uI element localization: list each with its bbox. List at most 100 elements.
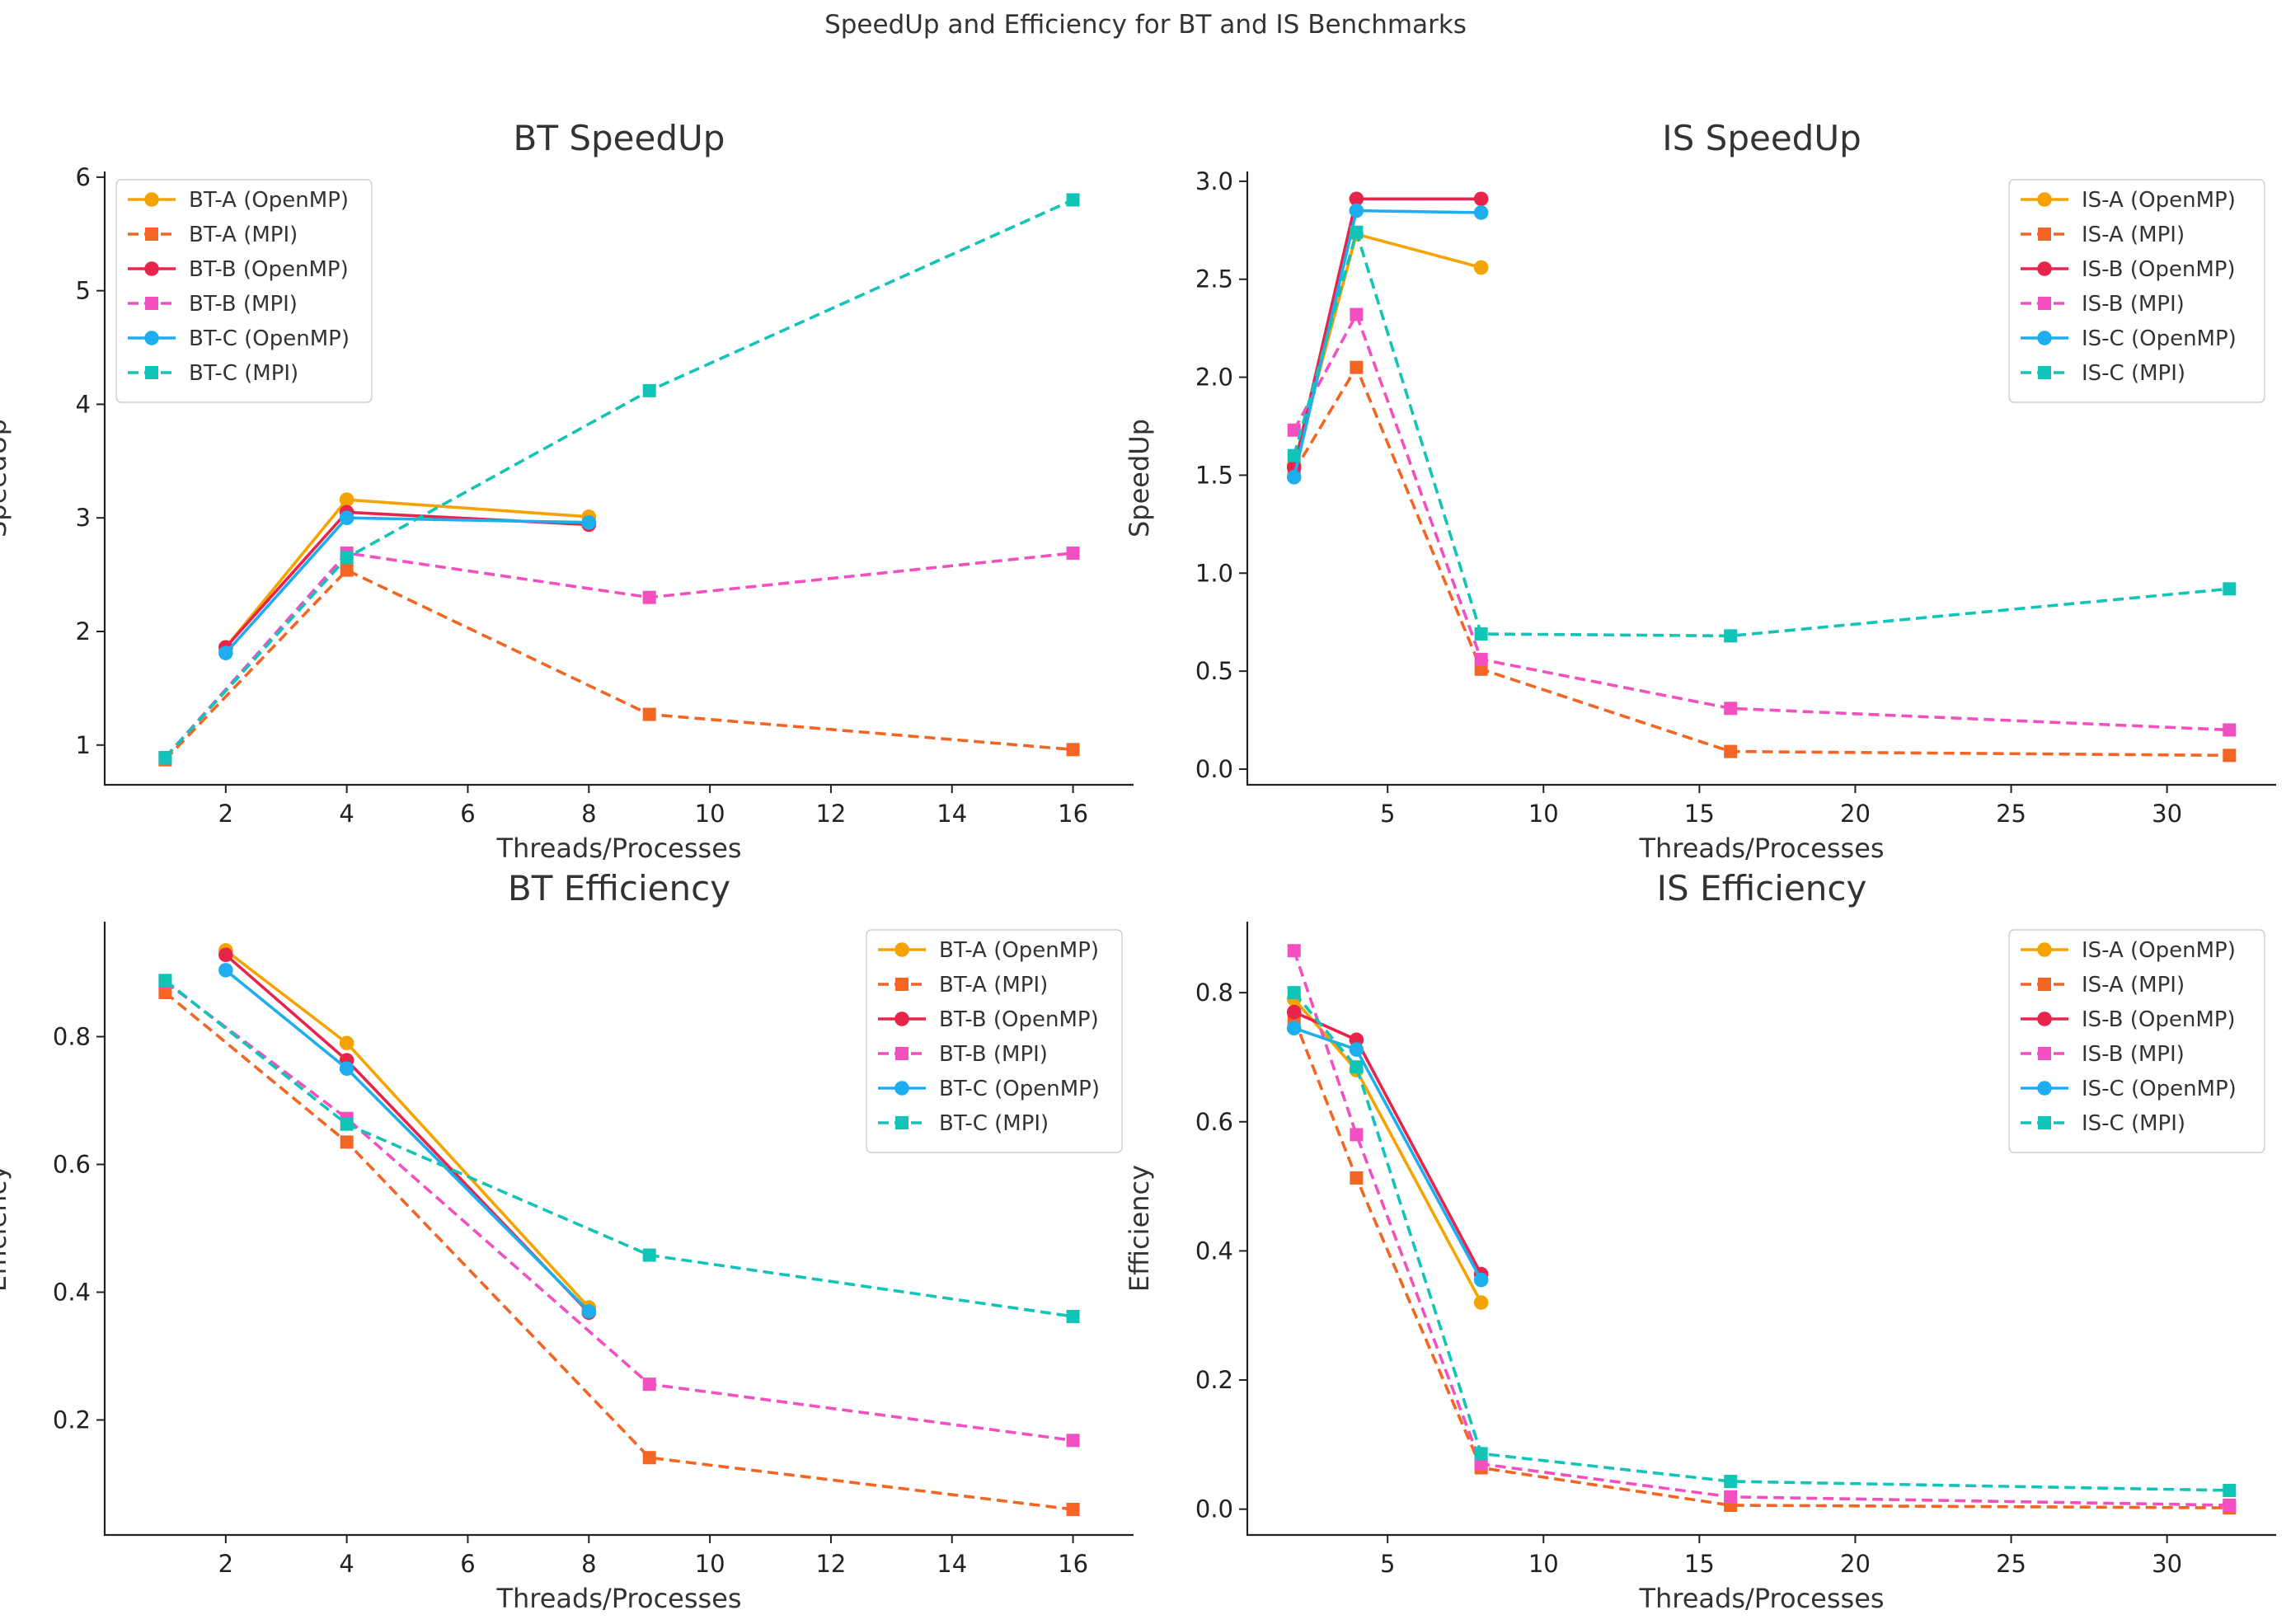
series-IS-C (OpenMP) [1286, 1021, 1489, 1288]
data-point [1350, 1128, 1364, 1142]
data-point [1724, 1490, 1738, 1504]
data-point [2223, 723, 2237, 737]
data-point [340, 563, 354, 577]
data-point [1349, 203, 1364, 218]
x-axis-label: Threads/Processes [495, 833, 741, 864]
y-tick-label: 1.5 [1195, 461, 1233, 489]
legend-label: BT-A (MPI) [939, 973, 1048, 997]
x-tick-label: 6 [460, 800, 475, 828]
data-point [1473, 1272, 1489, 1288]
data-point [1287, 944, 1301, 958]
data-point [340, 551, 354, 565]
data-point [581, 1303, 597, 1319]
y-tick-label: 0.2 [1195, 1366, 1233, 1394]
legend: IS-A (OpenMP) IS-A (MPI) IS-B (OpenMP) IS-B… [2008, 179, 2265, 403]
figure-title: SpeedUp and Efficiency for BT and IS Ben… [824, 10, 1467, 40]
series-IS-A (OpenMP) [1286, 992, 1489, 1310]
legend-entry: IS-A (MPI) [2021, 973, 2185, 997]
x-tick-label: 20 [1840, 1550, 1871, 1578]
legend-label: BT-C (OpenMP) [189, 326, 350, 351]
x-tick-label: 10 [1528, 1550, 1559, 1578]
subplot-title: IS SpeedUp [1662, 118, 1861, 158]
data-point [339, 1035, 354, 1051]
chart-panel-2: 5 10 15 20 25 30 0.0 0.5 1.0 1.5 2.0 2.5 3.0 IS Speed… [1124, 118, 2276, 864]
legend-marker [2038, 366, 2051, 379]
y-tick-label: 2.5 [1195, 265, 1233, 293]
legend-marker [2038, 978, 2051, 991]
legend-label: IS-A (OpenMP) [2082, 938, 2236, 963]
y-tick-label: 6 [76, 163, 91, 191]
data-point [1473, 260, 1489, 275]
x-tick-label: 10 [1528, 800, 1559, 828]
legend-label: IS-A (MPI) [2082, 973, 2185, 997]
legend-entry: BT-C (MPI) [878, 1111, 1049, 1136]
data-point [1066, 1503, 1080, 1516]
y-tick-label: 0.4 [1195, 1237, 1233, 1265]
legend-label: IS-C (MPI) [2082, 361, 2185, 386]
data-point [642, 590, 656, 604]
data-point [2223, 1498, 2237, 1512]
data-point [642, 383, 656, 397]
y-axis-label: Efficiency [1124, 1165, 1155, 1292]
data-point [1473, 205, 1489, 220]
legend-entry: IS-A (OpenMP) [2021, 938, 2236, 963]
legend-label: IS-B (MPI) [2082, 1042, 2185, 1067]
series-BT-A (MPI) [158, 986, 1080, 1516]
data-point [1066, 1309, 1080, 1323]
data-point [2223, 582, 2237, 596]
series-line [224, 953, 590, 1314]
legend-entry: BT-A (MPI) [878, 973, 1048, 997]
x-tick-label: 12 [815, 1550, 846, 1578]
series-line [1293, 1010, 1483, 1275]
data-point [1724, 629, 1738, 643]
data-point [1349, 1042, 1364, 1057]
legend-marker [2037, 261, 2052, 276]
legend-marker [2038, 297, 2051, 310]
x-tick-label: 6 [460, 1550, 475, 1578]
legend-entry: BT-A (OpenMP) [878, 938, 1099, 963]
legend-entry: BT-C (OpenMP) [878, 1077, 1100, 1101]
series-line [164, 198, 1074, 759]
series-BT-C (OpenMP) [218, 963, 597, 1319]
legend-label: IS-B (MPI) [2082, 292, 2185, 317]
x-tick-label: 5 [1380, 800, 1395, 828]
series-BT-C (MPI) [158, 193, 1080, 764]
legend-label: BT-A (MPI) [189, 223, 298, 247]
y-tick-label: 0.4 [53, 1279, 91, 1307]
data-point [1286, 1021, 1302, 1036]
legend-frame [115, 179, 373, 403]
legend-entry: BT-C (MPI) [128, 361, 298, 386]
data-point [1724, 702, 1738, 716]
legend-label: BT-B (MPI) [939, 1042, 1048, 1067]
legend-entry: IS-C (MPI) [2021, 361, 2185, 386]
legend-entry: IS-B (MPI) [2021, 1042, 2185, 1067]
data-point [642, 1378, 656, 1392]
x-tick-label: 4 [339, 1550, 354, 1578]
data-point [1287, 986, 1301, 1000]
x-axis-label: Threads/Processes [1638, 833, 1884, 864]
series-IS-C (MPI) [1287, 225, 2237, 643]
y-tick-label: 2.0 [1195, 364, 1233, 392]
y-tick-label: 0.6 [1195, 1108, 1233, 1136]
x-tick-label: 5 [1380, 1550, 1395, 1578]
legend-marker [2038, 1047, 2051, 1060]
legend-label: BT-B (OpenMP) [189, 257, 349, 282]
y-tick-label: 3.0 [1195, 167, 1233, 195]
data-point [1474, 652, 1488, 666]
legend-label: IS-B (OpenMP) [2082, 257, 2236, 282]
series-line [164, 568, 1073, 761]
data-point [581, 514, 597, 530]
legend-entry: IS-A (OpenMP) [2021, 188, 2236, 213]
legend-marker [2037, 1081, 2052, 1096]
x-axis-label: Threads/Processes [495, 1583, 741, 1614]
x-tick-label: 16 [1058, 1550, 1088, 1578]
series-line [164, 991, 1073, 1511]
data-point [642, 1451, 656, 1465]
x-tick-label: 15 [1684, 800, 1715, 828]
x-tick-label: 14 [937, 1550, 967, 1578]
legend-label: IS-C (OpenMP) [2082, 326, 2237, 351]
legend-entry: BT-C (OpenMP) [128, 326, 350, 351]
legend-entry: IS-B (MPI) [2021, 292, 2185, 317]
data-point [340, 1117, 354, 1131]
